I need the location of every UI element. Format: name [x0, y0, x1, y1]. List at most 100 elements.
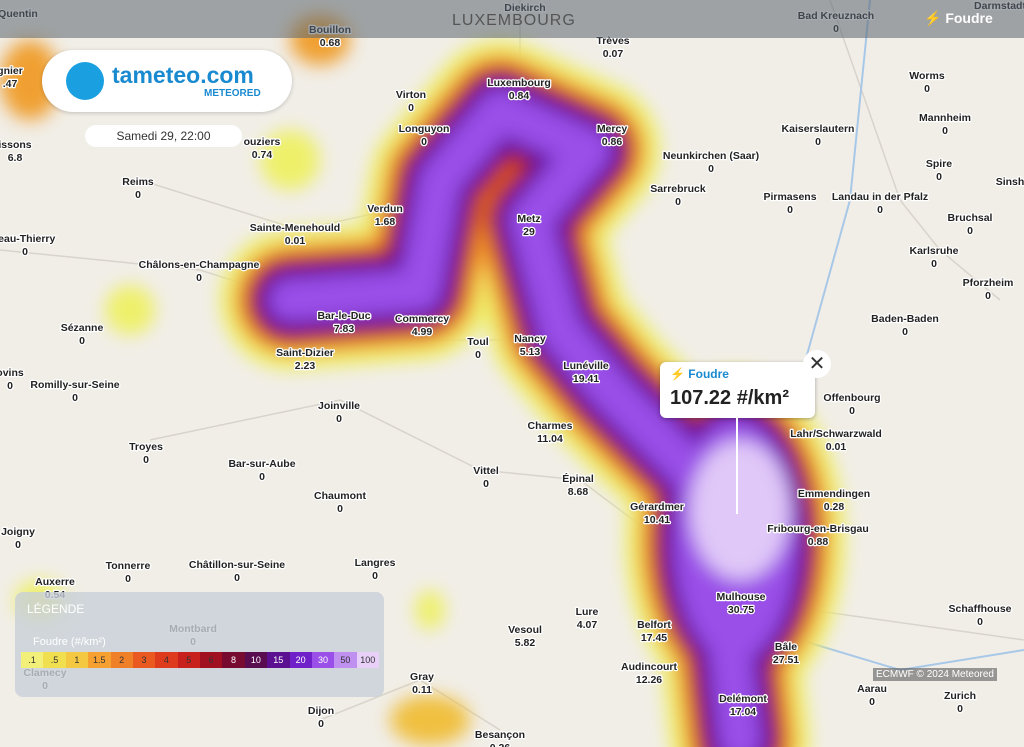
city-name: Lunéville — [563, 360, 609, 372]
city-value: 0 — [977, 616, 983, 628]
city-name: Joinville — [318, 400, 360, 412]
city-name: Sézanne — [61, 322, 104, 334]
city-name: Mulhouse — [717, 591, 766, 603]
city-value: 30.75 — [728, 604, 754, 616]
city-value: 7.83 — [334, 323, 355, 335]
city-value: 27.51 — [773, 654, 799, 666]
city-value: 0 — [79, 335, 85, 347]
city-value: 0 — [849, 405, 855, 417]
city-name: Romilly-sur-Seine — [30, 379, 119, 391]
city-name: Bar-le-Duc — [317, 310, 370, 322]
date-pill[interactable]: Samedi 29, 22:00 — [85, 125, 242, 147]
city-value: 0.01 — [826, 441, 847, 453]
layer-button[interactable]: ⚡ Foudre — [924, 10, 993, 26]
city-value: 0 — [337, 503, 343, 515]
legend-title: LÉGENDE — [27, 602, 85, 616]
storm-patch — [105, 285, 155, 335]
legend-swatch: 1.5 — [88, 652, 111, 668]
city-name: Longuyon — [399, 123, 450, 135]
city-value: 6.8 — [8, 152, 23, 164]
city-name: Pirmasens — [763, 191, 816, 203]
city-value: 0.11 — [412, 684, 432, 696]
city-name: Reims — [122, 176, 154, 188]
city-name: Delémont — [719, 693, 767, 705]
city-value: 0 — [7, 380, 13, 392]
city-name: Neunkirchen (Saar) — [663, 150, 759, 162]
city-name: Karlsruhe — [909, 245, 958, 257]
city-value: 5.13 — [520, 346, 541, 358]
city-value: 0.07 — [603, 48, 624, 60]
city-name: Sinsh — [996, 176, 1024, 188]
legend-swatch: 8 — [222, 652, 245, 668]
city-name: Kaiserslautern — [782, 123, 855, 135]
city-value: 0.86 — [602, 136, 623, 148]
city-name: Langres — [355, 557, 396, 569]
city-value: 0 — [877, 204, 883, 216]
city-value: 0 — [15, 539, 21, 551]
city-name: Luxembourg — [487, 77, 551, 89]
city-value: 0 — [336, 413, 342, 425]
city-name: Auxerre — [35, 576, 75, 588]
city-value: 0 — [931, 258, 937, 270]
legend-swatch: 5 — [177, 652, 200, 668]
storm-core — [690, 440, 790, 580]
popup-title-text: Foudre — [688, 367, 729, 381]
city-name: ouziers — [244, 136, 281, 148]
city-value: 0 — [421, 136, 427, 148]
city-value: 8.68 — [568, 486, 589, 498]
city-value: 10.41 — [644, 514, 670, 526]
legend-swatch: .5 — [43, 652, 66, 668]
legend-swatch: 15 — [267, 652, 290, 668]
city-value: 0 — [924, 83, 930, 95]
city-name: Châlons-en-Champagne — [139, 259, 260, 271]
city-value: 0 — [957, 703, 963, 715]
legend-swatch: 3 — [132, 652, 156, 668]
city-name: ovins — [0, 367, 24, 379]
legend-swatch: 50 — [334, 652, 357, 668]
city-value: 0 — [372, 570, 378, 582]
city-value: 0.28 — [824, 501, 845, 513]
logo-icon — [66, 62, 104, 100]
legend-subtitle: Foudre (#/km²) — [33, 636, 106, 648]
city-value: 0 — [408, 102, 414, 114]
city-name: Bar-sur-Aube — [228, 458, 295, 470]
city-name: Sainte-Menehould — [250, 222, 340, 234]
legend-swatch: 100 — [356, 652, 379, 668]
region-label: LUXEMBOURG — [452, 12, 576, 29]
logo[interactable]: tameteo.com METEORED — [42, 50, 292, 112]
city-value: 11.04 — [537, 433, 563, 445]
city-name: gnier — [0, 65, 23, 77]
city-value: 4.99 — [412, 326, 433, 338]
city-name: Châtillon-sur-Seine — [189, 559, 285, 571]
city-name: Aarau — [857, 683, 887, 695]
city-value: 1.68 — [375, 216, 396, 228]
top-bar: LUXEMBOURG ⚡ Foudre — [0, 0, 1024, 38]
city-value: 5.82 — [515, 637, 536, 649]
city-name: Lahr/Schwarzwald — [790, 428, 882, 440]
city-name: Lure — [576, 606, 599, 618]
city-value: 0 — [475, 349, 481, 361]
city-name: Saint-Dizier — [276, 347, 334, 359]
logo-sub: METEORED — [204, 88, 261, 99]
legend: LÉGENDE Foudre (#/km²) .1.5 1 1.5 2 3 4 5 6 8 10 1… — [15, 592, 384, 697]
legend-swatch: 1 — [65, 652, 89, 668]
legend-swatch: 2 — [110, 652, 133, 668]
city-value: 2.23 — [295, 360, 316, 372]
city-value: 12.26 — [636, 674, 662, 686]
legend-swatch: 4 — [155, 652, 178, 668]
city-name: Belfort — [637, 619, 671, 631]
city-name: Mercy — [597, 123, 628, 135]
city-name: Pforzheim — [963, 277, 1014, 289]
city-value: 0 — [787, 204, 793, 216]
city-value: 17.45 — [641, 632, 667, 644]
popup: ⚡ Foudre 107.22 #/km² — [660, 362, 815, 418]
popup-value: 107.22 #/km² — [670, 387, 789, 409]
city-name: Chaumont — [314, 490, 366, 502]
city-value: 0 — [967, 225, 973, 237]
city-value: 0.26 — [490, 742, 511, 747]
legend-swatch: 20 — [289, 652, 312, 668]
popup-close[interactable]: ✕ — [803, 350, 831, 378]
city-name: Tonnerre — [106, 560, 151, 572]
